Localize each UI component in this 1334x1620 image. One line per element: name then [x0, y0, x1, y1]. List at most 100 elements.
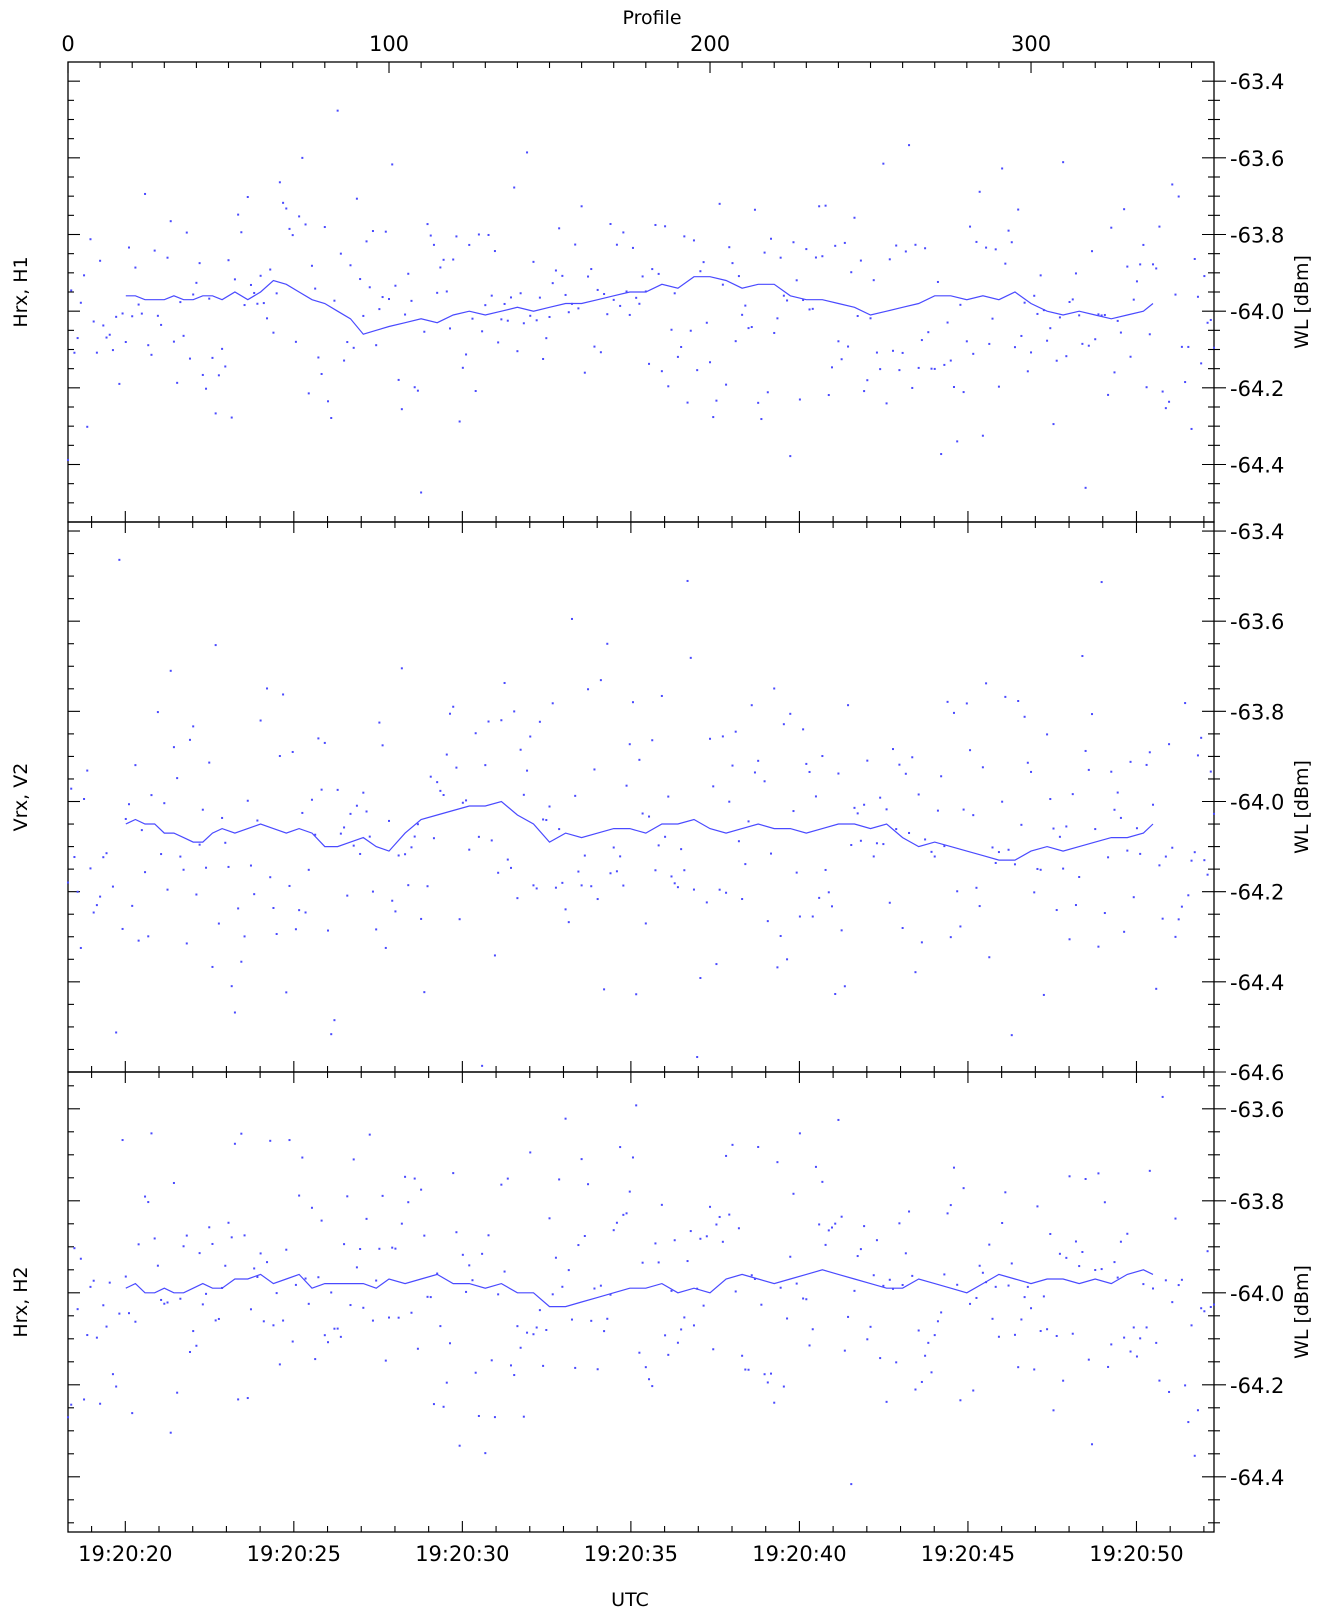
- sample-point: [847, 1315, 850, 1318]
- sample-point: [410, 846, 413, 849]
- sample-point: [73, 856, 76, 859]
- sample-point: [269, 268, 272, 271]
- sample-point: [911, 756, 914, 759]
- sample-point: [137, 939, 140, 942]
- sample-point: [750, 1274, 753, 1277]
- sample-point: [1184, 381, 1187, 384]
- sample-point: [1193, 851, 1196, 854]
- sample-point: [737, 1227, 740, 1230]
- sample-point: [529, 1151, 532, 1154]
- sample-point: [384, 1359, 387, 1362]
- sample-point: [1081, 342, 1084, 345]
- sample-point: [249, 1308, 252, 1311]
- sample-point: [1213, 1303, 1215, 1306]
- sample-point: [323, 1334, 326, 1337]
- sample-point: [538, 296, 541, 299]
- sample-point: [522, 322, 525, 325]
- sample-point: [538, 720, 541, 723]
- sample-point: [911, 1274, 914, 1277]
- sample-point: [288, 1139, 291, 1142]
- y-tick-label: -63.8: [1230, 700, 1284, 724]
- sample-point: [359, 278, 362, 281]
- sample-point: [375, 928, 378, 931]
- sample-point: [879, 368, 882, 371]
- sample-point: [407, 272, 410, 275]
- running-mean-line: [125, 276, 1154, 335]
- sample-point: [176, 381, 179, 384]
- sample-point: [185, 1234, 188, 1237]
- sample-point: [930, 367, 933, 370]
- sample-point: [770, 1372, 773, 1375]
- sample-point: [554, 1256, 557, 1259]
- bottom-axis-title: UTC: [611, 1589, 649, 1611]
- sample-point: [898, 763, 901, 766]
- sample-point: [298, 1194, 301, 1197]
- sample-point: [853, 806, 856, 809]
- sample-point: [1190, 1324, 1193, 1327]
- sample-point: [445, 290, 448, 293]
- bottom-tick-label: 19:20:50: [1089, 1542, 1183, 1566]
- sample-point: [606, 313, 609, 316]
- sample-point: [1164, 1279, 1167, 1282]
- sample-point: [725, 891, 728, 894]
- sample-point: [445, 1381, 448, 1384]
- sample-point: [599, 351, 602, 354]
- sample-point: [997, 1335, 1000, 1338]
- sample-point: [99, 259, 102, 262]
- panel-left-label: Vrx, V2: [10, 763, 32, 832]
- sample-point: [359, 1247, 362, 1250]
- sample-point: [355, 197, 358, 200]
- sample-point: [628, 313, 631, 316]
- sample-point: [879, 796, 882, 799]
- sample-point: [866, 1338, 869, 1341]
- sample-point: [266, 1261, 269, 1264]
- sample-point: [1039, 868, 1042, 871]
- sample-point: [503, 302, 506, 305]
- sample-point: [760, 1303, 763, 1306]
- sample-point: [160, 853, 163, 856]
- sample-point: [946, 700, 949, 703]
- sample-point: [786, 1317, 789, 1320]
- sample-point: [416, 823, 419, 826]
- sample-point: [689, 329, 692, 332]
- sample-point: [301, 156, 304, 159]
- sample-point: [856, 812, 859, 815]
- sample-point: [452, 705, 455, 708]
- sample-point: [211, 356, 214, 359]
- sample-point: [1148, 751, 1151, 754]
- sample-point: [410, 299, 413, 302]
- sample-point: [474, 1371, 477, 1374]
- sample-point: [535, 1326, 538, 1329]
- sample-point: [188, 1350, 191, 1353]
- sample-point: [1177, 918, 1180, 921]
- sample-point: [217, 922, 220, 925]
- sample-point: [426, 223, 429, 226]
- sample-point: [728, 1213, 731, 1216]
- sample-point: [365, 240, 368, 243]
- sample-point: [1062, 867, 1065, 870]
- sample-points: [67, 109, 1215, 494]
- sample-point: [1155, 987, 1158, 990]
- sample-point: [105, 1325, 108, 1328]
- sample-point: [83, 1398, 86, 1401]
- sample-point: [301, 811, 304, 814]
- sample-point: [327, 400, 330, 403]
- sample-point: [291, 750, 294, 753]
- sample-point: [1023, 715, 1026, 718]
- sample-point: [256, 1275, 259, 1278]
- sample-point: [850, 844, 853, 847]
- sample-point: [548, 805, 551, 808]
- sample-point: [131, 904, 134, 907]
- sample-point: [949, 359, 952, 362]
- sample-point: [654, 223, 657, 226]
- sample-point: [814, 795, 817, 798]
- sample-point: [603, 988, 606, 991]
- sample-point: [413, 386, 416, 389]
- sample-point: [339, 252, 342, 255]
- sample-point: [612, 298, 615, 301]
- sample-point: [570, 1318, 573, 1321]
- sample-point: [1042, 993, 1045, 996]
- sample-point: [924, 838, 927, 841]
- sample-point: [946, 321, 949, 324]
- sample-point: [680, 345, 683, 348]
